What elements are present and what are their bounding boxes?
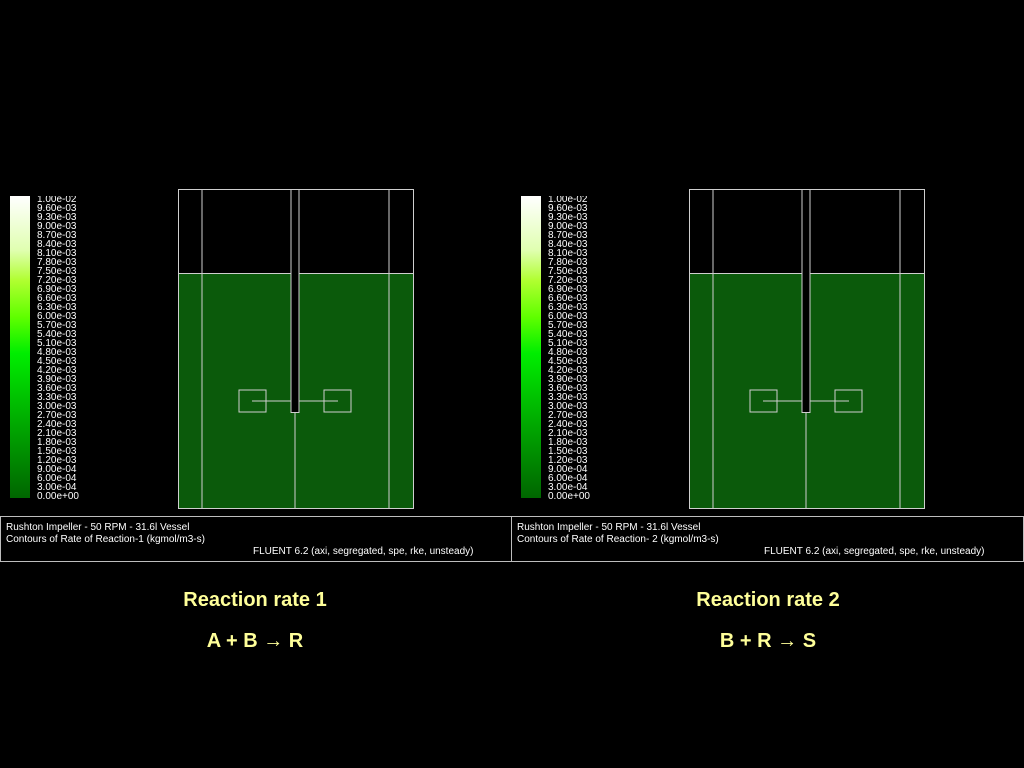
scale-tick: 6.00e-03 bbox=[548, 311, 588, 322]
scale-tick: 1.20e-03 bbox=[548, 455, 588, 466]
scale-tick: 3.30e-03 bbox=[37, 392, 77, 403]
scale-tick: 1.80e-03 bbox=[548, 437, 588, 448]
scale-tick: 4.50e-03 bbox=[548, 356, 588, 367]
scale-tick: 4.50e-03 bbox=[37, 356, 77, 367]
scale-tick: 2.10e-03 bbox=[37, 428, 77, 439]
scale-tick: 1.00e-02 bbox=[37, 196, 77, 205]
scale-tick: 3.60e-03 bbox=[548, 383, 588, 394]
vessel-contour-plot bbox=[689, 189, 925, 509]
scale-tick: 7.80e-03 bbox=[548, 257, 588, 268]
scale-tick: 4.80e-03 bbox=[548, 347, 588, 358]
plot-info-box-2: Rushton Impeller - 50 RPM - 31.6l Vessel… bbox=[511, 516, 1024, 562]
scale-tick: 1.80e-03 bbox=[37, 437, 77, 448]
scale-tick: 9.30e-03 bbox=[37, 212, 77, 223]
scale-tick: 3.60e-03 bbox=[37, 383, 77, 394]
scale-tick: 3.90e-03 bbox=[37, 374, 77, 385]
impeller-shaft bbox=[801, 189, 811, 413]
scale-tick: 5.70e-03 bbox=[548, 320, 588, 331]
scale-tick: 2.70e-03 bbox=[548, 410, 588, 421]
vessel-contour-plot bbox=[178, 189, 414, 509]
scale-tick: 6.60e-03 bbox=[37, 293, 77, 304]
scale-tick: 3.90e-03 bbox=[548, 374, 588, 385]
info-solver: FLUENT 6.2 (axi, segregated, spe, rke, u… bbox=[253, 546, 474, 557]
caption-equation-1: A + B → R bbox=[206, 630, 304, 652]
scale-tick: 5.10e-03 bbox=[37, 338, 77, 349]
scale-tick: 7.50e-03 bbox=[37, 266, 77, 277]
scale-tick: 1.20e-03 bbox=[37, 455, 77, 466]
impeller-shaft bbox=[290, 189, 300, 413]
scale-tick: 3.00e-03 bbox=[548, 401, 588, 412]
scale-tick: 9.00e-04 bbox=[548, 464, 588, 475]
scale-tick: 7.80e-03 bbox=[37, 257, 77, 268]
color-scale-bar bbox=[10, 196, 30, 498]
info-solver: FLUENT 6.2 (axi, segregated, spe, rke, u… bbox=[764, 546, 985, 557]
scale-tick: 6.90e-03 bbox=[37, 284, 77, 295]
scale-tick: 2.70e-03 bbox=[37, 410, 77, 421]
color-scale-ticks: 1.00e-02 9.60e-03 9.30e-03 9.00e-03 8.70… bbox=[37, 196, 81, 506]
scale-tick: 5.40e-03 bbox=[548, 329, 588, 340]
scale-tick: 6.30e-03 bbox=[548, 302, 588, 313]
scale-tick: 9.60e-03 bbox=[37, 203, 77, 214]
info-title: Rushton Impeller - 50 RPM - 31.6l Vessel bbox=[517, 522, 701, 533]
scale-tick: 1.50e-03 bbox=[548, 446, 588, 457]
scale-tick: 5.40e-03 bbox=[37, 329, 77, 340]
caption-title-1: Reaction rate 1 bbox=[183, 589, 327, 611]
scale-tick: 5.70e-03 bbox=[37, 320, 77, 331]
scale-tick: 9.30e-03 bbox=[548, 212, 588, 223]
info-subtitle: Contours of Rate of Reaction- 2 (kgmol/m… bbox=[517, 534, 719, 545]
contour-panel-1: 1.00e-02 9.60e-03 9.30e-03 9.00e-03 8.70… bbox=[0, 0, 512, 580]
caption-title-2: Reaction rate 2 bbox=[696, 589, 840, 611]
scale-tick: 8.40e-03 bbox=[548, 239, 588, 250]
scale-tick: 0.00e+00 bbox=[37, 491, 79, 502]
scale-tick: 7.50e-03 bbox=[548, 266, 588, 277]
scale-tick: 8.70e-03 bbox=[548, 230, 588, 241]
scale-tick: 4.20e-03 bbox=[37, 365, 77, 376]
contour-panel-2: 1.00e-02 9.60e-03 9.30e-03 9.00e-03 8.70… bbox=[511, 0, 1023, 580]
scale-tick: 9.60e-03 bbox=[548, 203, 588, 214]
scale-tick: 3.00e-04 bbox=[37, 482, 77, 493]
scale-tick: 5.10e-03 bbox=[548, 338, 588, 349]
plot-info-box-1: Rushton Impeller - 50 RPM - 31.6l Vessel… bbox=[0, 516, 512, 562]
scale-tick: 6.00e-04 bbox=[37, 473, 77, 484]
info-subtitle: Contours of Rate of Reaction-1 (kgmol/m3… bbox=[6, 534, 205, 545]
scale-tick: 6.90e-03 bbox=[548, 284, 588, 295]
scale-tick: 2.10e-03 bbox=[548, 428, 588, 439]
color-scale-bar bbox=[521, 196, 541, 498]
scale-tick: 3.30e-03 bbox=[548, 392, 588, 403]
scale-tick: 8.40e-03 bbox=[37, 239, 77, 250]
scale-tick: 4.80e-03 bbox=[37, 347, 77, 358]
scale-tick: 7.20e-03 bbox=[548, 275, 588, 286]
caption-equation-2: B + R → S bbox=[719, 630, 817, 652]
scale-tick: 4.20e-03 bbox=[548, 365, 588, 376]
info-title: Rushton Impeller - 50 RPM - 31.6l Vessel bbox=[6, 522, 190, 533]
scale-tick: 3.00e-03 bbox=[37, 401, 77, 412]
scale-tick: 0.00e+00 bbox=[548, 491, 590, 502]
scale-tick: 8.10e-03 bbox=[548, 248, 588, 259]
scale-tick: 1.50e-03 bbox=[37, 446, 77, 457]
color-scale-ticks: 1.00e-02 9.60e-03 9.30e-03 9.00e-03 8.70… bbox=[548, 196, 592, 506]
scale-tick: 8.10e-03 bbox=[37, 248, 77, 259]
scale-tick: 6.00e-04 bbox=[548, 473, 588, 484]
scale-tick: 2.40e-03 bbox=[37, 419, 77, 430]
scale-tick: 6.30e-03 bbox=[37, 302, 77, 313]
scale-tick: 9.00e-03 bbox=[548, 221, 588, 232]
scale-tick: 8.70e-03 bbox=[37, 230, 77, 241]
scale-tick: 3.00e-04 bbox=[548, 482, 588, 493]
scale-tick: 1.00e-02 bbox=[548, 196, 588, 205]
scale-tick: 6.60e-03 bbox=[548, 293, 588, 304]
scale-tick: 9.00e-03 bbox=[37, 221, 77, 232]
scale-tick: 9.00e-04 bbox=[37, 464, 77, 475]
scale-tick: 2.40e-03 bbox=[548, 419, 588, 430]
scale-tick: 7.20e-03 bbox=[37, 275, 77, 286]
scale-tick: 6.00e-03 bbox=[37, 311, 77, 322]
